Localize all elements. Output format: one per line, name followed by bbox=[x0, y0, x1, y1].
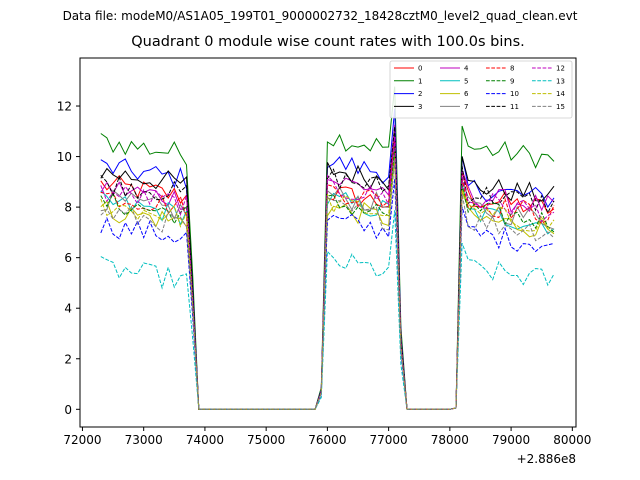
x-offset-label: +2.886e8 bbox=[517, 452, 576, 466]
chart-title: Quadrant 0 module wise count rates with … bbox=[131, 34, 525, 50]
series-line-11 bbox=[100, 126, 555, 410]
legend-label-7: 7 bbox=[464, 103, 468, 111]
series-line-10 bbox=[100, 178, 555, 410]
y-tick-label: 4 bbox=[64, 302, 72, 316]
series-line-14 bbox=[100, 159, 555, 410]
y-tick-label: 2 bbox=[64, 352, 72, 366]
x-tick-label: 78000 bbox=[431, 433, 469, 447]
legend-label-14: 14 bbox=[556, 90, 565, 98]
y-tick-label: 12 bbox=[57, 100, 72, 114]
series-line-15 bbox=[100, 159, 555, 410]
series-line-12 bbox=[100, 136, 555, 410]
x-tick-label: 79000 bbox=[492, 433, 530, 447]
legend-label-9: 9 bbox=[510, 77, 514, 85]
series-line-4 bbox=[100, 124, 555, 410]
legend-label-15: 15 bbox=[556, 103, 565, 111]
x-tick-label: 77000 bbox=[370, 433, 408, 447]
legend-label-0: 0 bbox=[418, 65, 422, 73]
x-tick-label: 73000 bbox=[125, 433, 163, 447]
x-tick-label: 72000 bbox=[63, 433, 101, 447]
axes-frame bbox=[79, 57, 577, 428]
x-tick-label: 74000 bbox=[186, 433, 224, 447]
series-line-9 bbox=[100, 146, 555, 410]
legend-label-8: 8 bbox=[510, 65, 514, 73]
legend-label-4: 4 bbox=[464, 65, 469, 73]
legend-label-1: 1 bbox=[418, 77, 422, 85]
legend-label-2: 2 bbox=[418, 90, 422, 98]
x-tick-label: 76000 bbox=[308, 433, 346, 447]
series-line-13 bbox=[100, 210, 555, 410]
series-line-3 bbox=[100, 126, 555, 410]
legend-label-11: 11 bbox=[510, 103, 519, 111]
y-tick-label: 6 bbox=[64, 251, 72, 265]
y-tick-label: 0 bbox=[64, 403, 72, 417]
y-tick-label: 10 bbox=[57, 150, 72, 164]
x-tick-label: 80000 bbox=[553, 433, 591, 447]
legend-label-5: 5 bbox=[464, 77, 468, 85]
legend-box bbox=[389, 60, 573, 119]
series-line-1 bbox=[100, 86, 555, 410]
series-line-8 bbox=[100, 137, 555, 410]
series-group bbox=[100, 86, 555, 410]
legend-label-10: 10 bbox=[510, 90, 519, 98]
legend-label-6: 6 bbox=[464, 90, 469, 98]
legend-label-12: 12 bbox=[556, 65, 565, 73]
figure-suptitle: Data file: modeM0/AS1A05_199T01_90000027… bbox=[62, 9, 578, 23]
y-tick-label: 8 bbox=[64, 201, 72, 215]
legend-label-13: 13 bbox=[556, 77, 565, 85]
x-tick-label: 75000 bbox=[247, 433, 285, 447]
legend-label-3: 3 bbox=[418, 103, 422, 111]
